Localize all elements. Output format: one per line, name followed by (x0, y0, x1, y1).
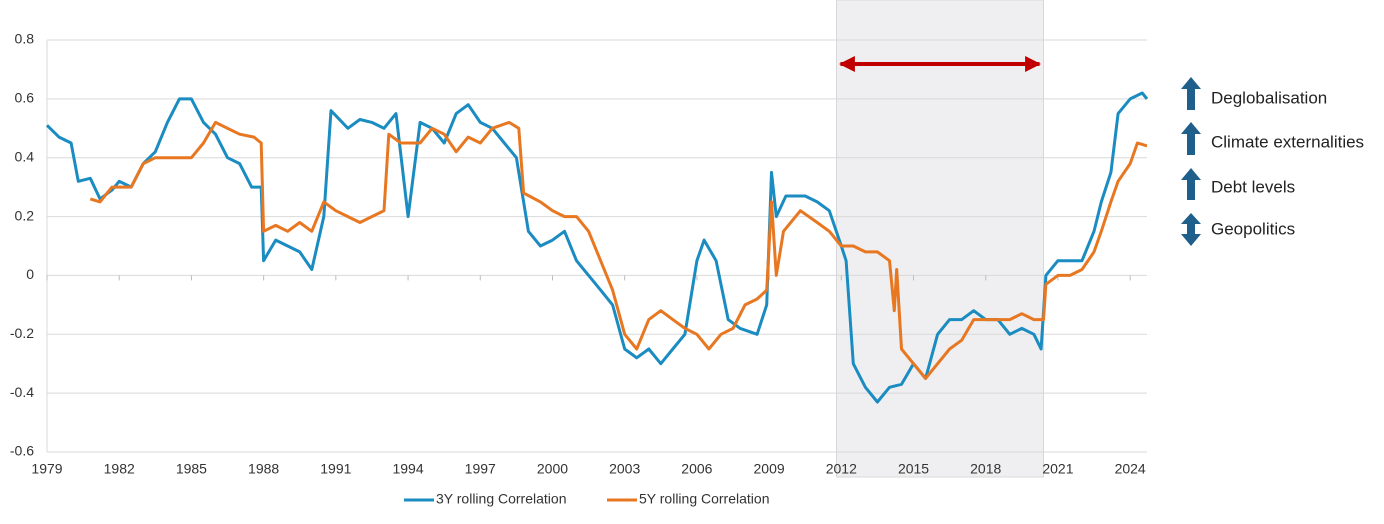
x-tick-label: 1985 (176, 461, 207, 477)
x-tick-label: 2003 (609, 461, 640, 477)
y-tick-label: 0 (26, 266, 34, 282)
annotation: Geopolitics (1211, 219, 1295, 238)
x-tick-label: 1997 (465, 461, 496, 477)
y-tick-label: 0.2 (15, 207, 35, 223)
x-tick-label: 2000 (537, 461, 568, 477)
y-tick-label: -0.4 (10, 384, 34, 400)
legend-label: 5Y rolling Correlation (639, 491, 769, 507)
legend-label: 3Y rolling Correlation (436, 491, 566, 507)
y-tick-label: 0.8 (15, 31, 35, 47)
x-tick-label: 1991 (320, 461, 351, 477)
x-tick-label: 2018 (970, 461, 1001, 477)
x-tick-label: 2009 (754, 461, 785, 477)
y-tick-label: -0.2 (10, 325, 34, 341)
y-tick-label: 0.4 (15, 148, 35, 164)
x-tick-label: 2015 (898, 461, 929, 477)
x-tick-label: 1979 (31, 461, 62, 477)
annotation: Debt levels (1211, 177, 1295, 196)
annotation-icons (1181, 77, 1201, 246)
x-tick-label: 2024 (1115, 461, 1146, 477)
x-tick-label: 2012 (826, 461, 857, 477)
x-tick-label: 2021 (1042, 461, 1073, 477)
annotation: Deglobalisation (1211, 88, 1327, 107)
y-tick-label: -0.6 (10, 443, 34, 459)
line-series (45, 91, 1149, 404)
x-tick-label: 1982 (104, 461, 135, 477)
x-tick-label: 1988 (248, 461, 279, 477)
shaded-period (835, 0, 1044, 478)
annotation: Climate externalities (1211, 132, 1364, 151)
y-tick-label: 0.6 (15, 90, 35, 106)
line-series (89, 120, 1148, 380)
x-tick-label: 1994 (392, 461, 423, 477)
x-tick-label: 2006 (681, 461, 712, 477)
